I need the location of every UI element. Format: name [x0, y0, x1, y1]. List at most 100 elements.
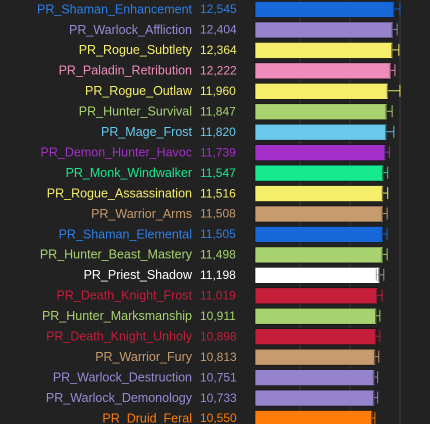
bar	[254, 42, 394, 59]
category-label: PR_Death_Knight_Unholy	[46, 330, 193, 344]
bar	[254, 369, 376, 386]
bar	[254, 144, 387, 161]
bar-row: PR_Warlock_Demonology 10,733	[46, 389, 379, 407]
bar-row: PR_Shaman_Elemental 11,505	[59, 226, 388, 243]
category-label: PR_Rogue_Outlaw	[85, 84, 193, 98]
value-label: 11,847	[200, 104, 236, 118]
value-label: 11,019	[200, 289, 236, 303]
bar	[254, 389, 375, 407]
category-label: PR_Shaman_Enhancement	[37, 2, 192, 16]
bar-row: PR_Hunter_Survival 11,847	[79, 103, 393, 121]
bar	[254, 267, 381, 284]
value-label: 11,508	[200, 207, 236, 221]
error-bar	[372, 350, 380, 363]
category-label: PR_Rogue_Subtlety	[79, 43, 193, 57]
bar-row: PR_Monk_Windwalker 11,547	[66, 164, 389, 182]
error-bar	[369, 412, 376, 424]
category-label: PR_Rogue_Assassination	[47, 186, 192, 200]
bar	[254, 164, 385, 182]
value-label: 12,545	[200, 2, 237, 16]
category-label: PR_Mage_Frost	[101, 125, 193, 139]
value-label: 11,739	[200, 145, 236, 159]
value-label: 12,222	[200, 64, 237, 78]
error-bar	[374, 289, 383, 302]
category-label: PR_Druid_Feral	[102, 411, 192, 424]
category-label: PR_Warlock_Affliction	[69, 23, 192, 37]
bar-row: PR_Mage_Frost 11,820	[101, 123, 395, 141]
category-label: PR_Death_Knight_Frost	[57, 289, 193, 303]
error-bar	[381, 105, 393, 118]
bar-row: PR_Hunter_Marksmanship 10,911	[42, 307, 381, 325]
value-label: 10,898	[200, 329, 237, 343]
error-bar	[371, 371, 379, 384]
bar-row: PR_Demon_Hunter_Havoc 11,739	[41, 144, 390, 161]
bar	[254, 205, 384, 223]
bar-row: PR_Warrior_Arms 11,508	[91, 205, 388, 223]
value-label: 10,550	[200, 411, 237, 424]
bar-row: PR_Hunter_Beast_Mastery 11,498	[40, 246, 388, 264]
category-label: PR_Hunter_Beast_Mastery	[40, 248, 193, 262]
bar	[254, 62, 392, 80]
bar-row: PR_Priest_Shadow 11,198	[84, 267, 385, 284]
error-bar	[386, 43, 400, 56]
bar	[254, 307, 377, 325]
error-bar	[372, 309, 381, 322]
error-bar	[381, 84, 401, 97]
bar-row: PR_Druid_Feral 10,550	[102, 410, 376, 424]
bar-row: PR_Rogue_Assassination 11,516	[47, 185, 389, 202]
value-label: 10,733	[200, 391, 237, 405]
value-label: 11,505	[200, 227, 236, 241]
bar-row: PR_Warlock_Destruction 10,751	[53, 369, 379, 386]
error-bar	[381, 146, 390, 159]
bar	[254, 348, 376, 366]
bar	[254, 246, 384, 264]
bar-row: PR_Warrior_Fury 10,813	[95, 348, 380, 366]
value-label: 11,198	[200, 268, 236, 282]
value-label: 10,813	[200, 350, 237, 364]
value-label: 11,960	[200, 84, 236, 98]
error-bar	[379, 187, 389, 200]
category-label: PR_Priest_Shadow	[84, 268, 193, 282]
chart-rows: PR_Shaman_Enhancement 12,545 PR_Warlock_Af…	[37, 1, 401, 424]
category-label: PR_Warlock_Destruction	[53, 370, 192, 384]
category-label: PR_Shaman_Elemental	[59, 227, 192, 241]
error-bar	[379, 207, 388, 220]
bar-row: PR_Rogue_Subtlety 12,364	[79, 42, 400, 59]
value-label: 11,498	[200, 248, 236, 262]
bar	[254, 185, 384, 202]
category-label: PR_Paladin_Retribution	[59, 64, 192, 78]
value-label: 11,516	[200, 186, 236, 200]
bar-row: PR_Rogue_Outlaw 11,960	[85, 83, 401, 100]
bar-row: PR_Death_Knight_Unholy 10,898	[46, 328, 381, 346]
error-bar	[371, 391, 379, 404]
value-label: 12,404	[200, 23, 237, 37]
bar	[254, 226, 384, 243]
error-bar	[379, 166, 389, 179]
bar-row: PR_Death_Knight_Frost 11,019	[57, 287, 383, 305]
category-label: PR_Warlock_Demonology	[46, 391, 193, 405]
bar-row: PR_Paladin_Retribution 12,222	[59, 62, 396, 80]
error-bar	[380, 125, 395, 138]
category-label: PR_Hunter_Survival	[79, 105, 192, 119]
value-label: 10,751	[200, 370, 237, 384]
value-label: 11,547	[200, 166, 236, 180]
value-label: 12,364	[200, 43, 237, 57]
bar	[254, 21, 394, 39]
error-bar	[379, 227, 388, 240]
bar	[254, 83, 389, 100]
category-label: PR_Hunter_Marksmanship	[42, 309, 192, 323]
category-label: PR_Monk_Windwalker	[66, 166, 192, 180]
error-bar	[373, 330, 381, 343]
value-label: 10,911	[200, 309, 236, 323]
category-label: PR_Demon_Hunter_Havoc	[41, 145, 192, 159]
bar	[254, 1, 396, 18]
bar	[254, 287, 379, 305]
bar	[254, 328, 377, 346]
category-label: PR_Warrior_Arms	[91, 207, 192, 221]
bar-row: PR_Shaman_Enhancement 12,545	[37, 1, 401, 18]
bar	[254, 103, 388, 121]
bar	[254, 123, 388, 141]
error-bar	[375, 268, 385, 281]
bar-row: PR_Warlock_Affliction 12,404	[69, 21, 398, 39]
